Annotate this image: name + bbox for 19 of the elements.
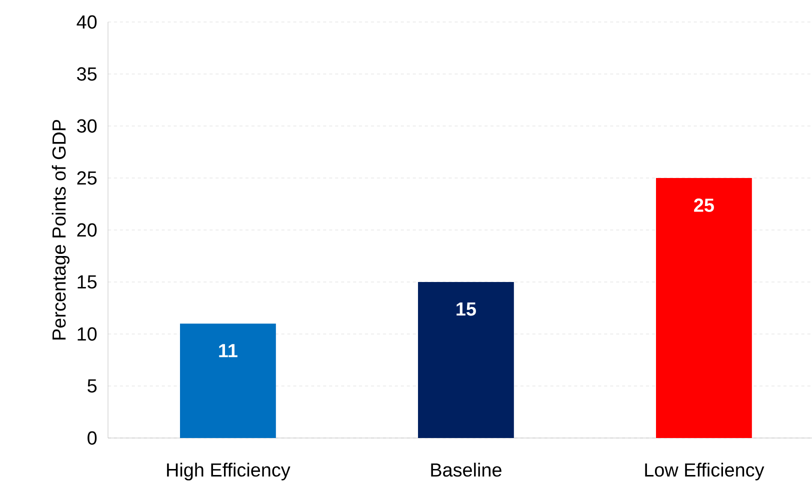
y-tick-label: 25 [77,171,97,185]
y-tick-label: 0 [88,431,97,445]
bar [418,282,514,438]
bar [180,324,276,438]
y-tick-label: 20 [77,223,97,237]
x-tick-label: Baseline [431,462,502,477]
x-tick-label: Low Efficiency [645,462,764,480]
y-tick-label: 15 [78,275,97,289]
y-tick-label: 35 [77,67,97,81]
bar [656,178,752,438]
data-label: 25 [694,198,714,212]
data-label: 11 [219,344,238,358]
y-tick-label: 5 [88,379,97,393]
data-label: 15 [456,302,476,316]
y-axis-title: Percentage Points of GDP [52,120,70,340]
y-tick-label: 40 [76,15,97,29]
x-tick-label: High Efficiency [167,462,290,480]
y-tick-label: 30 [77,119,97,133]
y-tick-label: 10 [78,327,97,341]
